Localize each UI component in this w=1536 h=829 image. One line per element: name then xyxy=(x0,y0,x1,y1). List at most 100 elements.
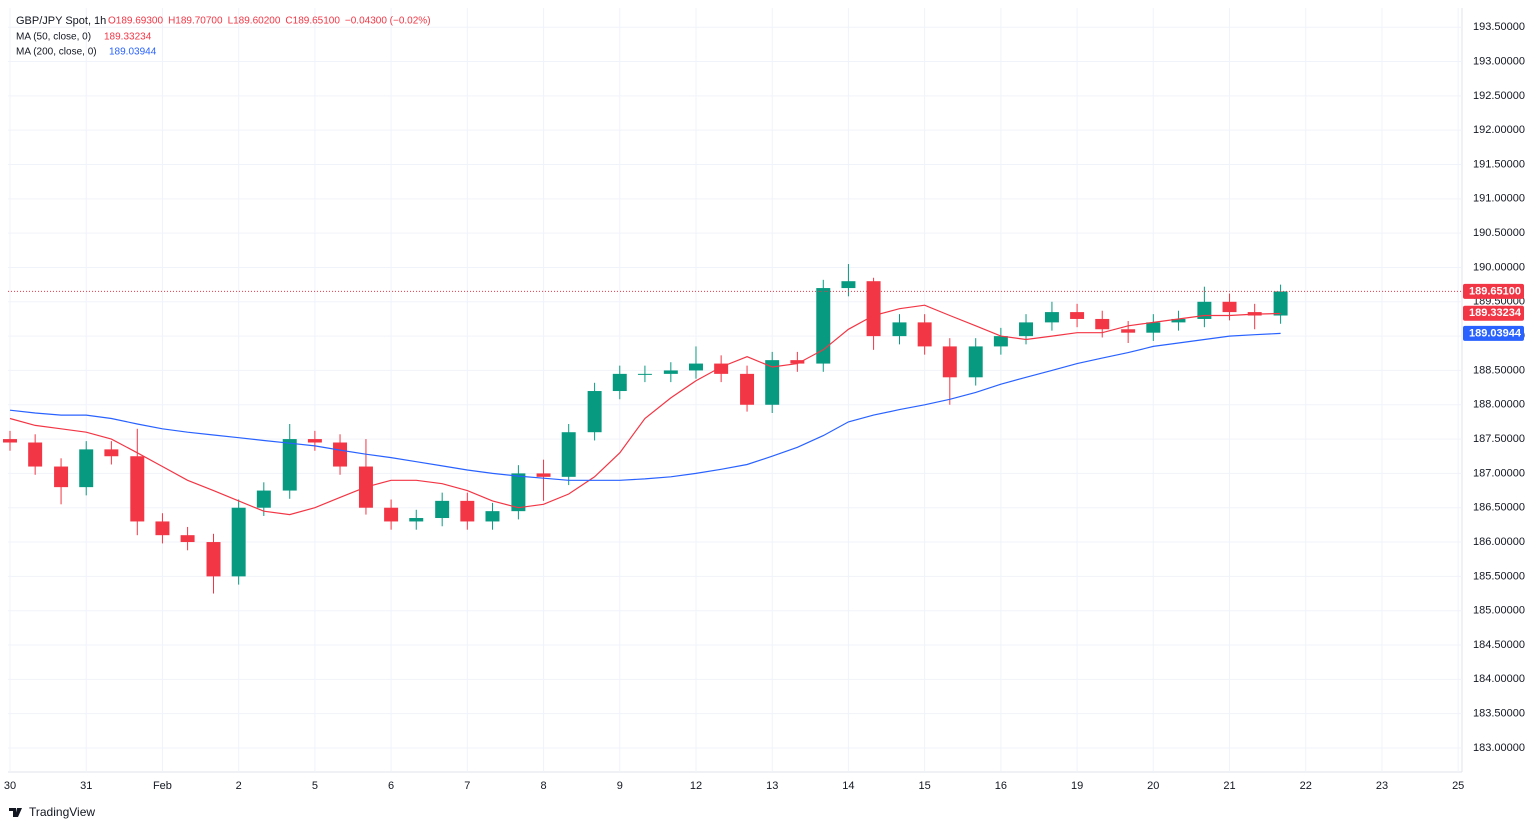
x-tick-label: 12 xyxy=(690,780,702,792)
candle-body xyxy=(688,363,703,371)
candle-body xyxy=(130,456,145,522)
candle-body xyxy=(740,373,755,405)
candle-body xyxy=(1171,318,1186,323)
ohlc-label: −0.04300 (−0.02%) xyxy=(345,16,431,27)
y-tick-label: 187.00000 xyxy=(1473,467,1525,479)
branding: TradingView xyxy=(9,805,95,819)
candle-body xyxy=(460,500,475,522)
legend-label: MA (200, close, 0) xyxy=(16,47,97,58)
y-tick-label: 184.00000 xyxy=(1473,673,1525,685)
candle-body xyxy=(511,473,526,512)
x-tick-label: 7 xyxy=(464,780,470,792)
moving-average-line xyxy=(9,304,1281,516)
x-tick-label: 15 xyxy=(919,780,931,792)
x-tick-label: 5 xyxy=(312,780,318,792)
candle-body xyxy=(1146,322,1161,333)
y-tick-label: 188.50000 xyxy=(1473,364,1525,376)
candle-body xyxy=(256,490,271,508)
candle-body xyxy=(765,360,780,405)
candle-body xyxy=(54,466,69,488)
candle-body xyxy=(28,442,43,467)
price-badge xyxy=(1463,305,1524,321)
candle-body xyxy=(816,288,831,364)
x-tick-label: Feb xyxy=(153,780,172,792)
candle-body xyxy=(409,518,424,522)
y-tick-label: 183.00000 xyxy=(1473,742,1525,754)
legend-value: 189.33234 xyxy=(104,32,152,43)
y-tick-label: 188.00000 xyxy=(1473,399,1525,411)
candle-body xyxy=(1273,291,1288,316)
x-tick-label: 23 xyxy=(1376,780,1388,792)
x-tick-label: 16 xyxy=(995,780,1007,792)
candle-body xyxy=(333,442,348,467)
candle-body xyxy=(307,439,322,443)
y-tick-label: 190.00000 xyxy=(1473,261,1525,273)
x-tick-label: 20 xyxy=(1147,780,1159,792)
candle-body xyxy=(485,511,500,522)
candle-body xyxy=(892,322,907,337)
candle-body xyxy=(104,449,119,457)
y-tick-label: 192.50000 xyxy=(1473,90,1525,102)
candle-body xyxy=(536,473,551,477)
y-tick-label: 193.50000 xyxy=(1473,21,1525,33)
candle-body xyxy=(1095,318,1110,330)
price-badge xyxy=(1463,283,1524,299)
candle-body xyxy=(663,370,678,374)
x-tick-label: 19 xyxy=(1071,780,1083,792)
candle-body xyxy=(917,322,932,347)
candle-body xyxy=(993,336,1008,347)
candle-body xyxy=(790,360,805,364)
candle-body xyxy=(1222,301,1237,313)
candle-body xyxy=(968,346,983,378)
chart-title: GBP/JPY Spot, 1h xyxy=(16,15,106,27)
candle-body xyxy=(384,507,399,522)
legend: GBP/JPY Spot, 1h MA (50, close, 0) 189.33… xyxy=(16,15,431,58)
y-tick-label: 185.50000 xyxy=(1473,570,1525,582)
logo xyxy=(9,808,22,817)
x-tick-label: 30 xyxy=(4,780,16,792)
candle-body xyxy=(1044,312,1059,323)
candle-body xyxy=(79,449,94,488)
x-tick-label: 25 xyxy=(1452,780,1464,792)
price-badge-label: 189.65100 xyxy=(1469,285,1521,297)
candle-body xyxy=(866,281,881,337)
y-tick-label: 192.00000 xyxy=(1473,124,1525,136)
legend-value: 189.03944 xyxy=(109,47,157,58)
y-tick-label: 185.00000 xyxy=(1473,605,1525,617)
y-tick-label: 190.50000 xyxy=(1473,227,1525,239)
x-tick-label: 31 xyxy=(80,780,92,792)
candle-body xyxy=(282,439,297,491)
x-tick-label: 13 xyxy=(766,780,778,792)
x-tick-label: 2 xyxy=(236,780,242,792)
candle-body xyxy=(587,391,602,433)
price-badge-label: 189.03944 xyxy=(1469,327,1522,339)
candle-body xyxy=(1070,312,1085,319)
y-tick-label: 187.50000 xyxy=(1473,433,1525,445)
x-tick-label: 14 xyxy=(842,780,854,792)
y-tick-label: 191.00000 xyxy=(1473,193,1525,205)
price-badge-label: 189.33234 xyxy=(1469,307,1522,319)
brand-name: TradingView xyxy=(29,805,95,819)
x-tick-label: 21 xyxy=(1223,780,1235,792)
candle-body xyxy=(206,542,221,577)
y-tick-label: 193.00000 xyxy=(1473,55,1525,67)
ohlc-label: H189.70700 xyxy=(168,16,223,27)
ohlc-label: C189.65100 xyxy=(285,16,340,27)
x-tick-label: 6 xyxy=(388,780,394,792)
x-tick-label: 8 xyxy=(540,780,546,792)
y-tick-label: 186.50000 xyxy=(1473,502,1525,514)
price-badge xyxy=(1463,325,1524,341)
ohlc-label: L189.60200 xyxy=(228,16,281,27)
candle-body xyxy=(1121,329,1136,333)
ohlc-label: O189.69300 xyxy=(108,16,163,27)
candle-body xyxy=(612,373,627,392)
x-tick-label: 9 xyxy=(617,780,623,792)
candle-body xyxy=(714,363,729,374)
candle-body xyxy=(435,500,450,519)
candle-body xyxy=(841,281,856,289)
candle-body xyxy=(3,439,17,443)
candle-body xyxy=(637,373,652,375)
y-tick-label: 186.00000 xyxy=(1473,536,1525,548)
